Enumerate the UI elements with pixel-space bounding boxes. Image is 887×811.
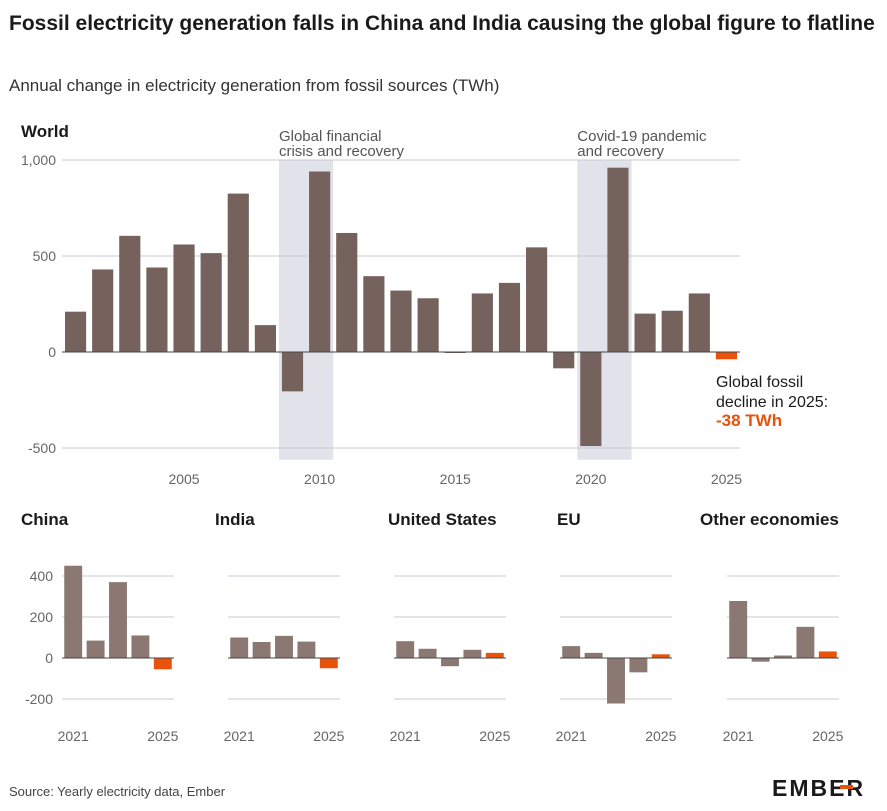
bar-2017: [498, 282, 521, 352]
x-tick-label: 2025: [313, 728, 344, 744]
y-tick-label: 500: [33, 248, 57, 264]
x-tick-label: 2005: [168, 471, 199, 487]
annotation-gfc: crisis and recovery: [279, 143, 405, 160]
bar-united-states-2024: [463, 649, 482, 658]
bar-eu-2023: [607, 658, 625, 704]
bar-china-2023: [109, 582, 127, 658]
chart-title: Fossil electricity generation falls in C…: [9, 12, 875, 35]
bar-india-2021: [230, 637, 249, 658]
panel-title-4: Other economies: [700, 510, 839, 529]
x-tick-label: 2015: [440, 471, 471, 487]
y-tick-label: 400: [30, 568, 54, 584]
bar-other-economies-2021: [729, 601, 748, 658]
bar-eu-2021: [562, 646, 581, 658]
x-tick-label: 2025: [812, 728, 843, 744]
x-tick-label: 2021: [556, 728, 587, 744]
bar-eu-2022: [584, 652, 603, 658]
bar-2001: [64, 311, 87, 352]
bar-india-2023: [275, 635, 293, 658]
bar-other-economies-2022: [751, 658, 770, 662]
x-tick-label: 2021: [390, 728, 421, 744]
x-tick-label: 2025: [479, 728, 510, 744]
bar-2024: [688, 293, 710, 352]
ember-logo: EMBER: [772, 775, 863, 800]
bar-2014: [417, 298, 439, 352]
y-tick-label: 0: [45, 650, 53, 666]
panel-title-1: India: [215, 510, 255, 529]
annotation-gfc: Global financial: [279, 128, 382, 145]
bar-india-2022: [252, 642, 271, 658]
bar-2003: [119, 235, 141, 352]
logo-accent-bar: [840, 785, 853, 789]
bar-india-2024: [297, 641, 316, 658]
bar-united-states-2021: [396, 641, 415, 658]
bar-china-2025: [153, 658, 172, 670]
bar-other-economies-2024: [796, 626, 815, 658]
bar-other-economies-2023: [774, 655, 792, 658]
bar-eu-2024: [629, 658, 648, 673]
bar-2006: [200, 253, 222, 352]
bar-2009: [281, 352, 304, 392]
bar-2004: [146, 267, 168, 352]
x-tick-label: 2021: [58, 728, 89, 744]
bar-2025: [715, 352, 738, 360]
bar-united-states-2023: [441, 658, 459, 667]
world-chart: World 1,000 500 0 -500 2005 2010 2015 2020 2025 Gl…: [21, 122, 828, 487]
bar-india-2025: [319, 658, 338, 669]
bar-2012: [363, 276, 385, 352]
bar-china-2024: [131, 635, 150, 658]
bar-2013: [390, 290, 412, 352]
bar-2005: [173, 244, 195, 352]
panel-title-2: United States: [388, 510, 497, 529]
x-tick-label: 2025: [711, 471, 742, 487]
world-panel-title: World: [21, 122, 69, 141]
bar-2011: [336, 232, 358, 352]
x-tick-label: 2010: [304, 471, 335, 487]
callout-label: Global fossil: [716, 374, 803, 391]
bar-2022: [634, 313, 656, 352]
bar-china-2021: [64, 565, 83, 658]
annotation-covid: and recovery: [577, 143, 664, 160]
bar-2021: [607, 167, 629, 352]
bar-2020: [580, 352, 602, 447]
bar-other-economies-2025: [818, 651, 837, 658]
bar-2010: [309, 171, 331, 352]
panel-title-3: EU: [557, 510, 581, 529]
bar-2023: [661, 310, 683, 352]
x-tick-label: 2025: [147, 728, 178, 744]
bar-united-states-2025: [485, 652, 504, 658]
panel-title-0: China: [21, 510, 69, 529]
bar-2008: [254, 325, 276, 352]
bar-china-2022: [86, 640, 105, 658]
bar-2007: [227, 193, 249, 352]
bar-united-states-2022: [418, 648, 437, 658]
annotation-covid: Covid-19 pandemic: [577, 128, 707, 145]
y-tick-label: 0: [48, 344, 56, 360]
x-tick-label: 2021: [224, 728, 255, 744]
x-tick-label: 2021: [723, 728, 754, 744]
x-tick-label: 2020: [575, 471, 606, 487]
y-tick-label: 200: [30, 609, 54, 625]
bar-2002: [92, 269, 114, 352]
bar-2018: [526, 247, 548, 352]
source-note: Source: Yearly electricity data, Ember: [9, 784, 226, 799]
bar-2019: [553, 352, 575, 369]
small-multiples: China 400 200 0 -200 2021 2025 India 2021 2025 Uni…: [21, 510, 844, 744]
callout-value: -38 TWh: [716, 411, 782, 430]
y-tick-label: -500: [28, 440, 56, 456]
bar-eu-2025: [651, 654, 670, 658]
callout-label: decline in 2025:: [716, 394, 828, 411]
y-tick-label: 1,000: [21, 152, 56, 168]
chart-subtitle: Annual change in electricity generation …: [9, 76, 500, 95]
y-tick-label: -200: [25, 691, 53, 707]
x-tick-label: 2025: [645, 728, 676, 744]
bar-2016: [471, 293, 493, 352]
